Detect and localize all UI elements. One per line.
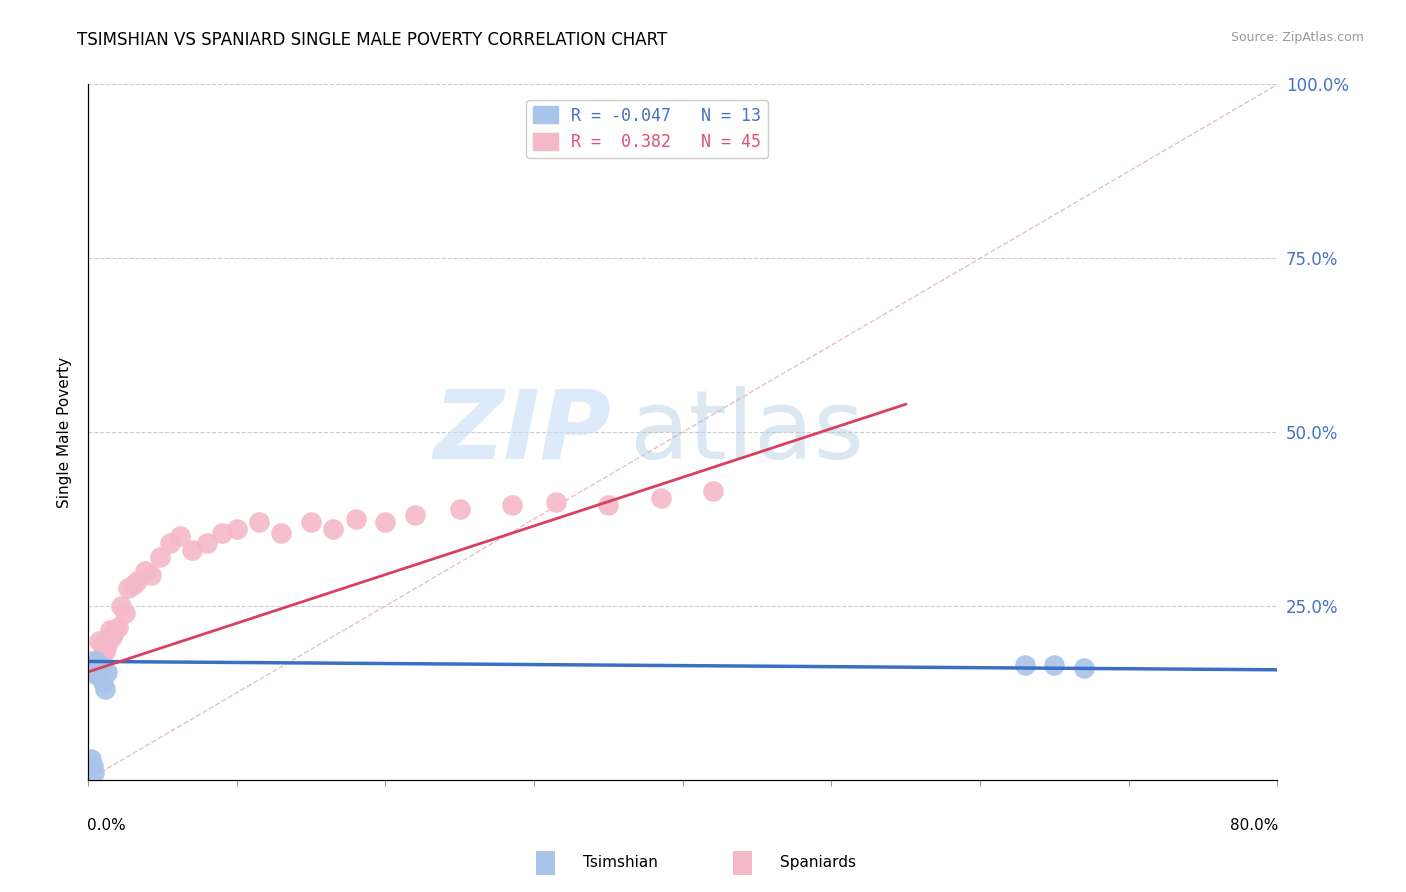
- Point: [91, 675, 114, 690]
- Point: [1014, 657, 1036, 672]
- Point: [195, 536, 218, 550]
- Point: [98, 630, 121, 644]
- Legend: R = -0.047   N = 13, R =  0.382   N = 45: R = -0.047 N = 13, R = 0.382 N = 45: [526, 100, 768, 158]
- Point: [86, 668, 108, 682]
- Text: 0.0%: 0.0%: [87, 818, 125, 833]
- Point: [211, 525, 233, 540]
- Point: [449, 501, 471, 516]
- Point: [82, 665, 104, 679]
- Point: [139, 567, 162, 582]
- Point: [101, 630, 124, 644]
- Point: [110, 599, 132, 613]
- Point: [91, 648, 114, 662]
- Point: [103, 626, 125, 640]
- Text: Spaniards: Spaniards: [780, 855, 856, 870]
- Point: [82, 758, 104, 772]
- Point: [121, 578, 143, 592]
- Text: Source: ZipAtlas.com: Source: ZipAtlas.com: [1230, 31, 1364, 45]
- Point: [83, 765, 105, 780]
- Point: [322, 522, 344, 536]
- Text: atlas: atlas: [630, 385, 865, 478]
- Y-axis label: Single Male Poverty: Single Male Poverty: [58, 357, 72, 508]
- Point: [270, 525, 292, 540]
- Point: [84, 655, 107, 669]
- Point: [159, 536, 181, 550]
- Text: TSIMSHIAN VS SPANIARD SINGLE MALE POVERTY CORRELATION CHART: TSIMSHIAN VS SPANIARD SINGLE MALE POVERT…: [77, 31, 668, 49]
- Point: [107, 620, 129, 634]
- Text: 80.0%: 80.0%: [1230, 818, 1278, 833]
- Point: [404, 508, 426, 523]
- Point: [96, 637, 118, 651]
- Text: Tsimshian: Tsimshian: [583, 855, 658, 870]
- Point: [299, 516, 322, 530]
- Point: [546, 494, 568, 508]
- Point: [87, 633, 110, 648]
- Point: [1073, 661, 1095, 675]
- Point: [181, 543, 204, 558]
- Point: [127, 574, 149, 589]
- Point: [89, 651, 111, 665]
- Point: [100, 623, 122, 637]
- Point: [169, 529, 191, 543]
- Point: [134, 564, 156, 578]
- Point: [80, 752, 103, 766]
- Point: [93, 644, 115, 658]
- Point: [84, 661, 107, 675]
- Point: [117, 582, 139, 596]
- Point: [93, 682, 115, 697]
- Point: [90, 661, 112, 675]
- Point: [1043, 657, 1066, 672]
- Text: ZIP: ZIP: [433, 385, 612, 478]
- Point: [501, 498, 523, 512]
- Point: [86, 665, 108, 679]
- Point: [344, 512, 367, 526]
- Point: [94, 640, 117, 655]
- Point: [96, 665, 118, 679]
- Point: [90, 637, 112, 651]
- Point: [114, 606, 136, 620]
- Point: [702, 484, 724, 499]
- Point: [80, 655, 103, 669]
- Point: [247, 516, 270, 530]
- Point: [225, 522, 247, 536]
- Point: [83, 657, 105, 672]
- Point: [148, 550, 170, 565]
- Point: [650, 491, 672, 505]
- Point: [89, 657, 111, 672]
- Point: [104, 623, 127, 637]
- Point: [598, 498, 620, 512]
- Point: [374, 516, 396, 530]
